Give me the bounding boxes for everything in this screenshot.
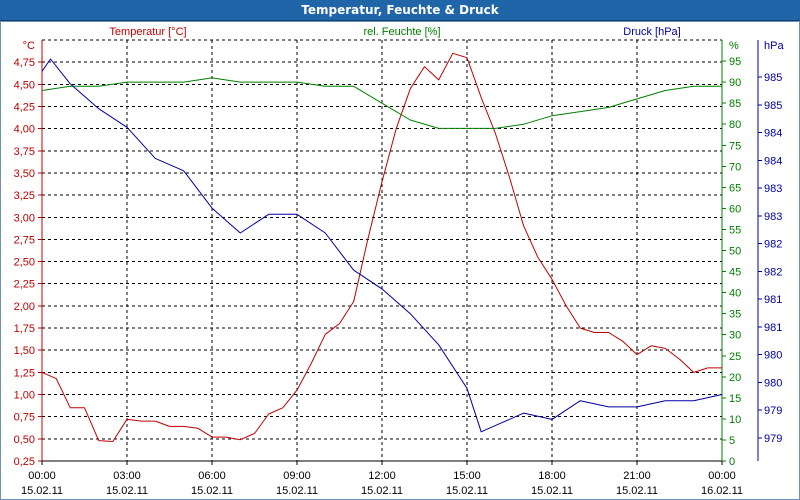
pressure-tick-label: 979 xyxy=(764,433,782,445)
temperature-tick-label: 1,75 xyxy=(14,323,35,335)
pressure-tick-label: 979 xyxy=(764,405,782,417)
pressure-tick-label: 980 xyxy=(764,350,782,362)
x-tick-time-label: 18:00 xyxy=(538,470,566,482)
pressure-unit-label: hPa xyxy=(764,40,784,52)
humidity-tick-label: 35 xyxy=(729,309,741,321)
humidity-tick-label: 15 xyxy=(729,393,741,405)
humidity-tick-label: 30 xyxy=(729,330,741,342)
x-tick-date-label: 15.02.11 xyxy=(21,485,63,497)
humidity-unit-label: % xyxy=(729,40,739,52)
temperature-tick-label: 0,50 xyxy=(14,434,35,446)
series-line-temperature xyxy=(41,52,722,442)
temperature-unit-label: °C xyxy=(23,40,35,52)
humidity-tick-label: 95 xyxy=(729,56,741,68)
x-tick-date-label: 15.02.11 xyxy=(531,485,573,497)
humidity-tick-label: 20 xyxy=(729,372,741,384)
temperature-tick-label: 2,50 xyxy=(14,257,35,269)
legend-humidity: rel. Feuchte [%] xyxy=(363,26,440,38)
pressure-tick-label: 981 xyxy=(764,294,782,306)
x-tick-date-label: 15.02.11 xyxy=(276,485,318,497)
temperature-tick-label: 4,25 xyxy=(14,101,35,113)
temperature-tick-label: 0,25 xyxy=(14,456,35,468)
temperature-tick-label: 4,75 xyxy=(14,57,35,69)
pressure-tick-label: 982 xyxy=(764,239,782,251)
humidity-tick-label: 50 xyxy=(729,246,741,258)
x-tick-time-label: 06:00 xyxy=(198,470,226,482)
temperature-tick-label: 2,00 xyxy=(14,301,35,313)
temperature-tick-label: 2,75 xyxy=(14,234,35,246)
chart-title: Temperatur, Feuchte & Druck xyxy=(301,3,499,17)
humidity-tick-label: 45 xyxy=(729,267,741,279)
series-line-humidity xyxy=(41,77,722,129)
humidity-tick-label: 60 xyxy=(729,203,741,215)
humidity-tick-label: 80 xyxy=(729,119,741,131)
x-tick-time-label: 00:00 xyxy=(28,470,56,482)
pressure-tick-label: 984 xyxy=(764,128,782,140)
humidity-tick-label: 75 xyxy=(729,140,741,152)
humidity-tick-label: 5 xyxy=(729,435,735,447)
series-line-pressure xyxy=(41,58,723,433)
temperature-tick-label: 3,25 xyxy=(14,190,35,202)
pressure-tick-label: 983 xyxy=(764,183,782,195)
x-tick-date-label: 15.02.11 xyxy=(446,485,488,497)
x-tick-date-label: 15.02.11 xyxy=(106,485,148,497)
temperature-tick-label: 2,25 xyxy=(14,279,35,291)
legend-temperature: Temperatur [°C] xyxy=(109,26,186,38)
temperature-tick-label: 3,00 xyxy=(14,212,35,224)
x-tick-time-label: 09:00 xyxy=(283,470,311,482)
x-tick-time-label: 03:00 xyxy=(113,470,141,482)
humidity-tick-label: 40 xyxy=(729,288,741,300)
humidity-tick-label: 90 xyxy=(729,77,741,89)
x-tick-date-label: 16.02.11 xyxy=(701,485,743,497)
x-tick-time-label: 12:00 xyxy=(368,470,396,482)
pressure-tick-label: 981 xyxy=(764,322,782,334)
x-tick-date-label: 15.02.11 xyxy=(191,485,233,497)
humidity-tick-label: 65 xyxy=(729,182,741,194)
temperature-tick-label: 1,25 xyxy=(14,367,35,379)
pressure-tick-label: 980 xyxy=(764,377,782,389)
pressure-tick-label: 982 xyxy=(764,266,782,278)
humidity-tick-label: 25 xyxy=(729,351,741,363)
x-tick-time-label: 00:00 xyxy=(708,470,736,482)
pressure-tick-label: 985 xyxy=(764,100,782,112)
legend-pressure: Druck [hPa] xyxy=(623,26,680,38)
title-bar: Temperatur, Feuchte & Druck xyxy=(0,0,800,21)
temperature-tick-label: 3,50 xyxy=(14,168,35,180)
x-tick-date-label: 15.02.11 xyxy=(361,485,403,497)
temperature-tick-label: 1,50 xyxy=(14,345,35,357)
temperature-tick-label: 1,00 xyxy=(14,390,35,402)
pressure-tick-label: 985 xyxy=(764,72,782,84)
temperature-tick-label: 0,75 xyxy=(14,412,35,424)
pressure-tick-label: 984 xyxy=(764,155,782,167)
humidity-tick-label: 85 xyxy=(729,98,741,110)
temperature-tick-label: 4,50 xyxy=(14,79,35,91)
pressure-tick-label: 983 xyxy=(764,211,782,223)
humidity-tick-label: 55 xyxy=(729,224,741,236)
x-tick-date-label: 15.02.11 xyxy=(616,485,658,497)
humidity-tick-label: 10 xyxy=(729,414,741,426)
x-tick-time-label: 21:00 xyxy=(623,470,651,482)
humidity-tick-label: 70 xyxy=(729,161,741,173)
humidity-tick-label: 0 xyxy=(729,456,735,468)
temperature-tick-label: 3,75 xyxy=(14,146,35,158)
x-tick-time-label: 15:00 xyxy=(453,470,481,482)
temperature-tick-label: 4,00 xyxy=(14,124,35,136)
